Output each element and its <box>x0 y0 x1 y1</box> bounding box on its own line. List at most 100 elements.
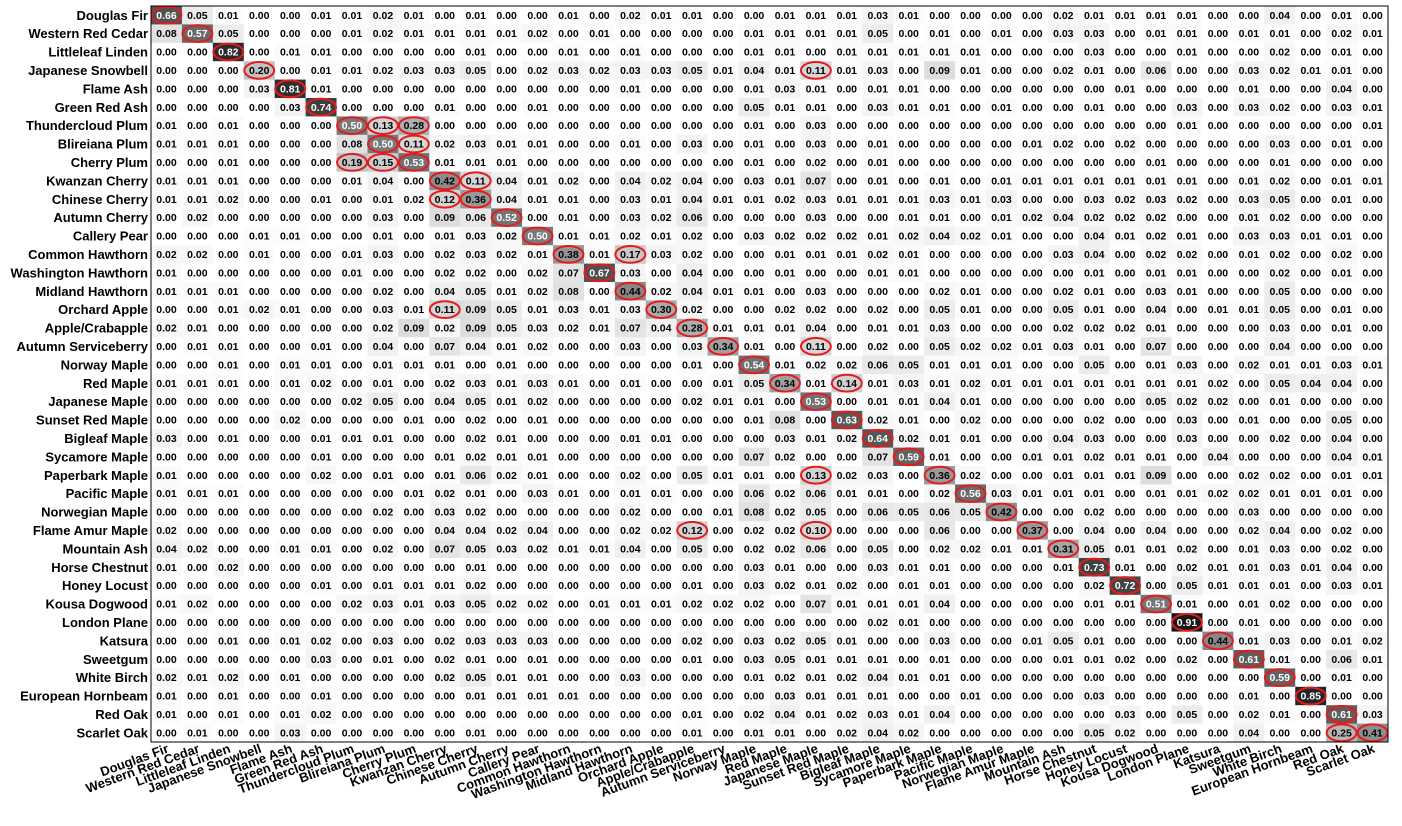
cell-value-label: 0.01 <box>435 28 456 40</box>
cell-value-label: 0.01 <box>342 65 363 77</box>
cell-value-label: 0.01 <box>589 231 610 243</box>
cell-value-label: 0.00 <box>713 543 734 555</box>
cell-value-label: 0.00 <box>311 139 332 151</box>
heatmap-cell <box>553 98 585 117</box>
cell-value-label: 0.01 <box>311 359 332 371</box>
heatmap-cell <box>553 6 585 25</box>
cell-value-label: 0.00 <box>620 102 641 114</box>
heatmap-cell <box>336 42 368 62</box>
cell-value-label: 0.00 <box>1022 194 1043 206</box>
cell-value-label: 0.02 <box>527 341 548 353</box>
cell-value-label: 0.01 <box>898 323 919 335</box>
heatmap-cell <box>429 79 461 99</box>
cell-value-label: 0.00 <box>1053 525 1074 537</box>
cell-value-label: 0.04 <box>1331 378 1352 390</box>
cell-value-label: 0.00 <box>1300 709 1321 721</box>
cell-value-label: 0.01 <box>1084 488 1105 500</box>
cell-value-label: 0.00 <box>837 175 858 187</box>
cell-value-label: 0.03 <box>775 83 796 95</box>
heatmap-cell <box>1295 226 1327 246</box>
cell-value-label: 0.00 <box>960 120 981 132</box>
cell-value-label: 0.00 <box>249 10 270 22</box>
heatmap-cell <box>862 190 894 209</box>
heatmap-cell <box>893 190 925 209</box>
cell-value-label: 0.02 <box>311 635 332 647</box>
cell-value-label: 0.00 <box>373 47 394 59</box>
heatmap-cell <box>429 374 461 393</box>
cell-value-label: 0.01 <box>311 10 332 22</box>
cell-value-label: 0.00 <box>1146 83 1167 95</box>
heatmap-cell <box>1140 355 1172 375</box>
cell-value-label: 0.00 <box>1239 120 1260 132</box>
heatmap-cell <box>583 134 616 154</box>
row-label: Red Oak <box>95 707 149 722</box>
cell-value-label: 0.02 <box>218 672 239 684</box>
heatmap-cell <box>738 355 770 375</box>
heatmap-cell <box>1016 263 1049 283</box>
cell-value-label: 0.00 <box>156 727 177 739</box>
cell-value-label: 0.00 <box>991 415 1012 427</box>
cell-value-label: 0.01 <box>651 433 672 445</box>
cell-value-label: 0.02 <box>1362 635 1383 647</box>
cell-value-label: 0.00 <box>620 580 641 592</box>
cell-value-label: 0.01 <box>929 47 950 59</box>
cell-value-label: 0.00 <box>898 157 919 169</box>
cell-value-label: 0.05 <box>744 102 765 114</box>
heatmap-cell <box>491 171 523 191</box>
cell-value-label: 0.00 <box>1208 691 1229 703</box>
heatmap-cell <box>924 355 956 375</box>
cell-value-label: 0.00 <box>1362 543 1383 555</box>
heatmap-cell <box>800 263 832 283</box>
cell-value-label: 0.00 <box>373 415 394 427</box>
cell-value-label: 0.50 <box>342 120 363 132</box>
cell-value-label: 0.00 <box>342 635 363 647</box>
heatmap-cell <box>985 134 1018 154</box>
heatmap-cell <box>1326 171 1358 191</box>
cell-value-label: 0.05 <box>929 304 950 316</box>
cell-value-label: 0.00 <box>1022 727 1043 739</box>
heatmap-cell <box>1109 318 1141 338</box>
cell-value-label: 0.00 <box>249 47 270 59</box>
cell-value-label: 0.05 <box>1177 580 1198 592</box>
cell-value-label: 0.00 <box>960 10 981 22</box>
cell-value-label: 0.02 <box>496 599 517 611</box>
cell-value-label: 0.01 <box>1115 470 1136 482</box>
cell-value-label: 0.00 <box>713 672 734 684</box>
heatmap-cell <box>1295 153 1327 172</box>
heatmap-cell <box>212 282 245 301</box>
heatmap-cell <box>1295 374 1327 393</box>
cell-value-label: 0.00 <box>404 654 425 666</box>
cell-value-label: 0.01 <box>868 47 889 59</box>
cell-value-label: 0.00 <box>311 617 332 629</box>
heatmap-cell <box>398 116 430 136</box>
cell-value-label: 0.00 <box>342 83 363 95</box>
heatmap-cell <box>645 116 678 136</box>
cell-value-label: 0.00 <box>1022 323 1043 335</box>
cell-value-label: 0.00 <box>280 194 301 206</box>
cell-value-label: 0.01 <box>342 10 363 22</box>
heatmap-cell <box>398 226 430 246</box>
cell-value-label: 0.00 <box>682 672 703 684</box>
cell-value-label: 0.00 <box>620 709 641 721</box>
heatmap-cell <box>707 337 739 356</box>
heatmap-cell <box>1140 318 1172 338</box>
cell-value-label: 0.00 <box>682 157 703 169</box>
heatmap-cell <box>645 300 678 320</box>
cell-value-label: 0.01 <box>744 341 765 353</box>
cell-value-label: 0.00 <box>558 83 579 95</box>
heatmap-cell <box>1264 134 1296 154</box>
cell-value-label: 0.00 <box>311 212 332 224</box>
cell-value-label: 0.00 <box>1362 47 1383 59</box>
heatmap-cell <box>614 245 647 264</box>
heatmap-cell <box>738 79 770 99</box>
cell-value-label: 0.00 <box>558 654 579 666</box>
heatmap-cell <box>1047 6 1080 25</box>
cell-value-label: 0.01 <box>1362 580 1383 592</box>
cell-value-label: 0.00 <box>651 727 672 739</box>
cell-value-label: 0.00 <box>187 562 208 574</box>
cell-value-label: 0.00 <box>1022 231 1043 243</box>
cell-value-label: 0.00 <box>280 654 301 666</box>
cell-value-label: 0.02 <box>435 139 456 151</box>
cell-value-label: 0.01 <box>373 378 394 390</box>
cell-value-label: 0.01 <box>558 378 579 390</box>
